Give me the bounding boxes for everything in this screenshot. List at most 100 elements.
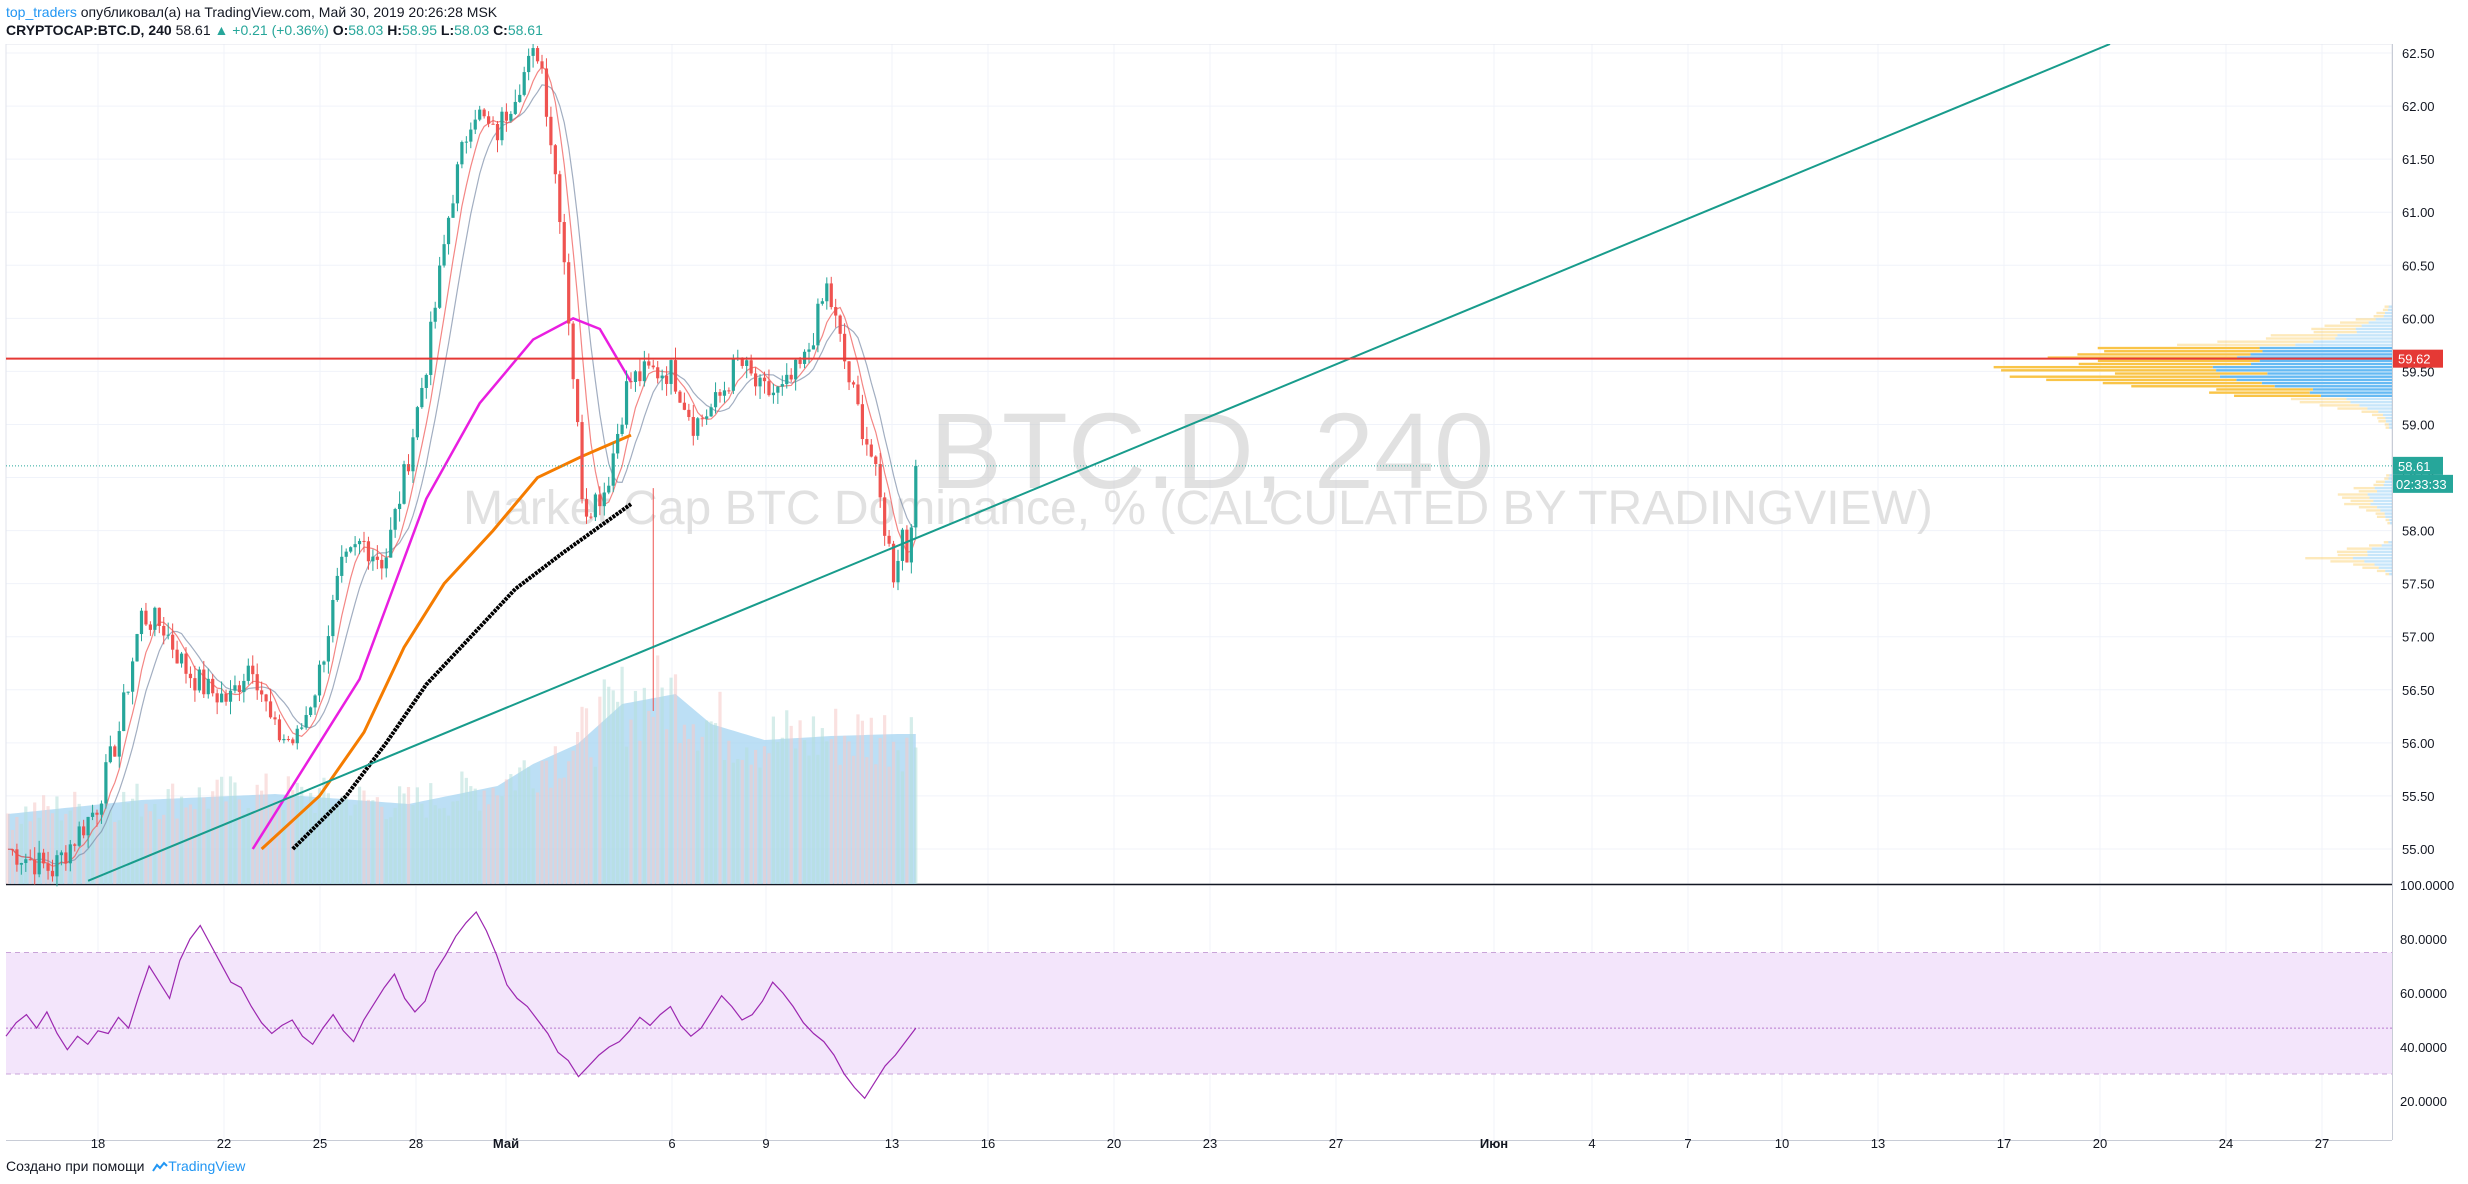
volume-bar [856, 714, 860, 884]
volume-bar [687, 739, 691, 884]
trendline [87, 44, 2111, 882]
time-tick-label: 28 [409, 1136, 423, 1151]
drawings[interactable] [6, 44, 2392, 882]
candle-body [540, 61, 544, 69]
volume-bar [825, 741, 829, 884]
volume-bar [865, 757, 869, 884]
candle-body [50, 870, 55, 877]
volume-bar [576, 732, 580, 884]
volume-bar [33, 802, 37, 884]
volume-bar [909, 717, 913, 884]
volume-bar [415, 787, 419, 884]
volume-bar [50, 813, 55, 884]
time-tick-label: 7 [1684, 1136, 1691, 1151]
volume-bar [847, 741, 851, 884]
volume-bar [211, 791, 215, 884]
volume-bar [602, 679, 606, 884]
volume-bar [153, 804, 157, 884]
vp-buy-row [2373, 483, 2384, 487]
resistance-price-tag: 59.62 [2398, 352, 2431, 367]
volume-bar [455, 800, 460, 884]
countdown-tag: 02:33:33 [2396, 477, 2447, 492]
candle-body [656, 367, 660, 379]
vp-buy-row [2046, 378, 2237, 382]
vp-buy-row [2330, 560, 2365, 563]
volume-bar [268, 804, 273, 884]
candle-body [816, 303, 820, 346]
volume-bar [673, 674, 678, 884]
candle-body [602, 492, 606, 507]
candle-body [322, 661, 326, 665]
price-tick-label: 62.00 [2402, 99, 2435, 114]
candle-body [82, 826, 86, 836]
vp-sell-row [2388, 477, 2392, 480]
vp-sell-row [2337, 334, 2392, 337]
volume-bar [255, 784, 259, 884]
volume-bar [300, 786, 304, 884]
vp-sell-row [2361, 324, 2392, 327]
volume-bar [807, 755, 811, 884]
candle-body [300, 727, 304, 729]
candle-body [188, 673, 193, 679]
vp-sell-row [2259, 346, 2392, 350]
candle-body [139, 610, 144, 635]
rsi-axis[interactable]: 100.0000 80.0000 60.0000 40.0000 20.0000 [2400, 878, 2454, 1109]
vp-sell-row [2373, 499, 2392, 503]
vp-sell-row [2378, 566, 2392, 569]
volume-bar [620, 666, 624, 884]
volume-bar [188, 804, 193, 884]
volume-bar [495, 795, 500, 884]
candle-body [211, 678, 215, 694]
watermark: BTC.D, 240 Market Cap BTC Dominance, % (… [463, 390, 1933, 535]
footer: Создано при помощи TradingView [6, 1158, 245, 1174]
volume-bar [184, 807, 188, 884]
candle-body [393, 509, 397, 530]
vp-sell-row [2384, 480, 2392, 483]
vp-buy-row [2353, 486, 2375, 490]
volume-bar [540, 760, 544, 884]
author-link[interactable]: top_traders [6, 4, 77, 20]
candle-body [291, 739, 295, 744]
footer-brand[interactable]: TradingView [168, 1158, 246, 1174]
candle-body [73, 844, 77, 846]
candle-body [10, 849, 15, 851]
candle-body [242, 680, 246, 693]
volume-bar [277, 802, 282, 884]
candle-body [317, 664, 322, 696]
vp-buy-row [2384, 423, 2389, 426]
candle-body [122, 692, 126, 732]
volume-bar [126, 803, 130, 884]
price-tick-label: 62.50 [2402, 46, 2435, 61]
vp-buy-row [2376, 311, 2385, 315]
time-axis[interactable]: 18 22 25 28 Май 6 9 13 16 20 23 27 Июн 4 7 10 13 17 20 24 27 [91, 1136, 2329, 1151]
volume-bar [491, 787, 495, 884]
volume-bar [558, 778, 562, 884]
volume-bar [647, 710, 651, 884]
chart-area[interactable]: BTC.D, 240 Market Cap BTC Dominance, % (… [0, 44, 2468, 1154]
time-tick-label: Май [493, 1136, 519, 1151]
vp-sell-row [2387, 308, 2392, 312]
vp-buy-row [2077, 353, 2251, 356]
volume-bar [785, 710, 789, 884]
ma-magenta-line [251, 316, 633, 850]
vp-buy-row [2324, 324, 2362, 327]
candle-body [375, 556, 379, 560]
volume-bar [19, 823, 23, 884]
price-axis[interactable]: 62.50 62.00 61.50 61.00 60.50 60.00 59.50 59.00… [2393, 46, 2453, 857]
candle-body [495, 123, 500, 141]
symbol-label[interactable]: CRYPTOCAP:BTC.D, 240 [6, 22, 172, 38]
volume-bar [665, 729, 669, 884]
volume-bar [10, 829, 15, 884]
vp-buy-row [2340, 321, 2369, 324]
candle-body [776, 386, 780, 393]
vp-buy-row [2337, 407, 2368, 410]
volume-bar [722, 760, 727, 884]
candle-body [455, 164, 460, 204]
vp-sell-row [2389, 426, 2392, 429]
candle-body [357, 540, 362, 545]
candle-body [273, 717, 277, 720]
vp-buy-row [2385, 426, 2390, 429]
price-tick-label: 60.50 [2402, 258, 2435, 273]
vp-buy-row [2376, 515, 2386, 519]
candle-body [131, 661, 135, 692]
